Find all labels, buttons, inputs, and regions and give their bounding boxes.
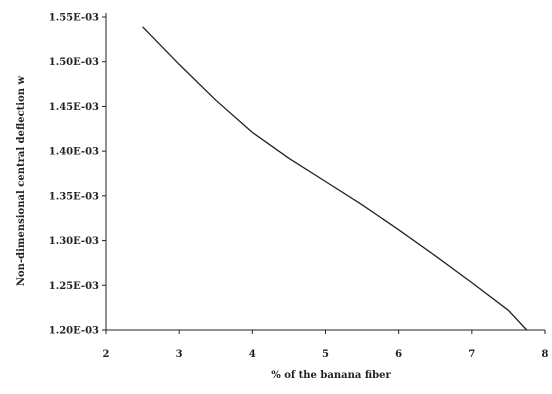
y-tick-label: 1.55E-03: [49, 13, 99, 24]
y-tick-label: 1.20E-03: [49, 326, 99, 337]
series-layer: [142, 26, 528, 331]
x-tick-label: 6: [395, 349, 402, 360]
x-tick-label: 5: [322, 349, 329, 360]
x-tick-label: 2: [103, 349, 110, 360]
y-axis-title: Non-dimensional central deflection w: [16, 75, 27, 286]
y-axis-ticks: 1.20E-03 1.25E-03 1.30E-03 1.35E-03 1.40E-03…: [49, 13, 106, 337]
x-tick-label: 8: [542, 349, 549, 360]
y-tick-label: 1.50E-03: [49, 57, 99, 68]
x-tick-label: 7: [468, 349, 475, 360]
x-axis-title: % of the banana fiber: [271, 370, 391, 381]
series-line: [142, 26, 528, 331]
x-tick-label: 3: [176, 349, 183, 360]
y-tick-label: 1.45E-03: [49, 102, 99, 113]
y-tick-label: 1.25E-03: [49, 281, 99, 292]
x-tick-label: 4: [249, 349, 256, 360]
y-tick-label: 1.30E-03: [49, 236, 99, 247]
y-tick-label: 1.35E-03: [49, 191, 99, 202]
y-tick-label: 1.40E-03: [49, 147, 99, 158]
x-axis-ticks: 2 3 4 5 6 7 8: [103, 330, 549, 360]
